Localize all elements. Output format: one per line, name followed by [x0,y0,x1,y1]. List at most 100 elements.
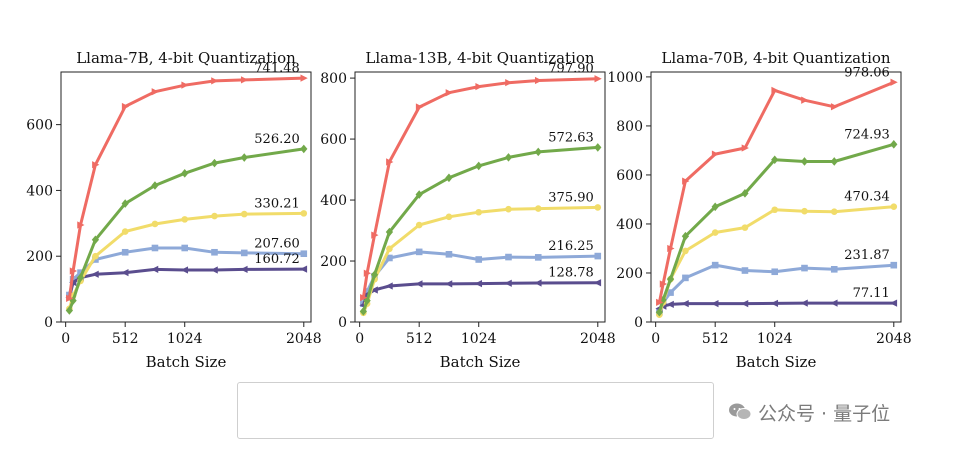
data-point [371,231,379,239]
data-label: 797.90 [548,62,594,77]
data-point [741,224,749,231]
x-axis-label: Batch Size [736,353,817,371]
x-tick-label: 0 [61,331,70,347]
y-tick-label: 200 [320,254,347,270]
data-point [655,307,664,317]
data-point [594,252,602,260]
data-point [445,173,453,183]
data-point [801,207,808,215]
watermark: 公众号 · 量子位 [728,398,890,426]
data-point [890,261,898,269]
data-point [151,244,159,252]
data-point [151,220,159,228]
data-point [889,299,898,307]
data-point [667,289,674,296]
series-mixq-w4a4o16: 526.20 [65,132,308,315]
data-point [415,248,423,256]
series-cutlass: 741.48 [66,61,308,302]
data-point [150,265,159,273]
data-point [711,202,719,212]
data-point [121,248,129,256]
data-point [594,204,602,211]
data-point [386,245,393,253]
series-line-mixq-w4a4o16 [67,147,305,312]
data-point [211,212,218,220]
data-point [475,83,483,91]
data-point [740,299,749,308]
data-point [801,264,808,272]
data-point [210,158,219,168]
data-point [741,267,749,274]
data-point [593,279,602,287]
data-label: 207.60 [254,237,300,252]
series-line-awq [658,301,894,310]
data-point [681,299,689,308]
x-tick-label: 1024 [461,331,497,347]
y-tick-label: 800 [616,119,643,135]
data-point [91,270,99,278]
data-point [771,155,779,165]
data-point [594,143,602,152]
data-point [359,307,368,316]
data-point [890,203,898,211]
series-mixq-w4a4o16: 724.93 [655,127,898,317]
x-tick-label: 2048 [580,331,616,347]
data-point [386,158,394,166]
data-point [300,250,308,258]
legend [237,382,714,439]
data-point [91,235,100,245]
data-label: 375.90 [548,190,594,205]
data-point [240,76,249,84]
data-point [711,229,719,236]
series-line-cutlass [657,80,895,303]
data-point [181,169,189,178]
data-point [181,244,189,252]
x-tick-label: 0 [651,331,660,347]
wechat-icon [729,403,752,420]
data-point [534,279,542,287]
data-point [800,299,808,307]
data-point [180,266,189,274]
data-point [211,77,219,85]
data-point [666,274,675,284]
data-point [299,265,308,273]
data-point [505,79,513,87]
data-point [830,103,839,111]
data-point [474,279,483,288]
plot-frame [354,71,606,323]
series-line-mixq-w4a4o16 [657,142,895,313]
x-tick-label: 1024 [757,331,793,347]
data-label: 216.25 [548,239,594,254]
data-label: 77.11 [853,286,890,301]
y-tick-label: 600 [616,168,643,184]
series-awq: 128.78 [359,266,602,309]
data-point [300,74,308,82]
chart-title: Llama-7B, 4-bit Quantization [76,49,296,67]
data-point [681,231,690,241]
data-label: 741.48 [254,61,300,76]
x-tick-label: 2048 [876,331,912,347]
data-point [444,280,453,288]
data-point [415,280,423,288]
data-point [711,150,720,158]
x-tick-label: 512 [406,331,433,347]
x-axis-label: Batch Size [440,353,521,371]
data-point [385,282,393,290]
data-point [830,157,838,166]
data-point [741,144,749,152]
data-point [181,81,189,89]
data-point [121,102,130,111]
data-point [504,279,512,287]
data-point [682,247,689,255]
data-point [534,254,542,261]
data-point [534,76,543,85]
data-point [360,293,368,302]
data-point [534,147,542,157]
data-point [682,274,689,282]
x-tick-label: 512 [112,331,139,347]
data-point [385,227,394,237]
data-point [800,157,809,166]
data-point [66,294,74,302]
data-point [210,266,218,274]
